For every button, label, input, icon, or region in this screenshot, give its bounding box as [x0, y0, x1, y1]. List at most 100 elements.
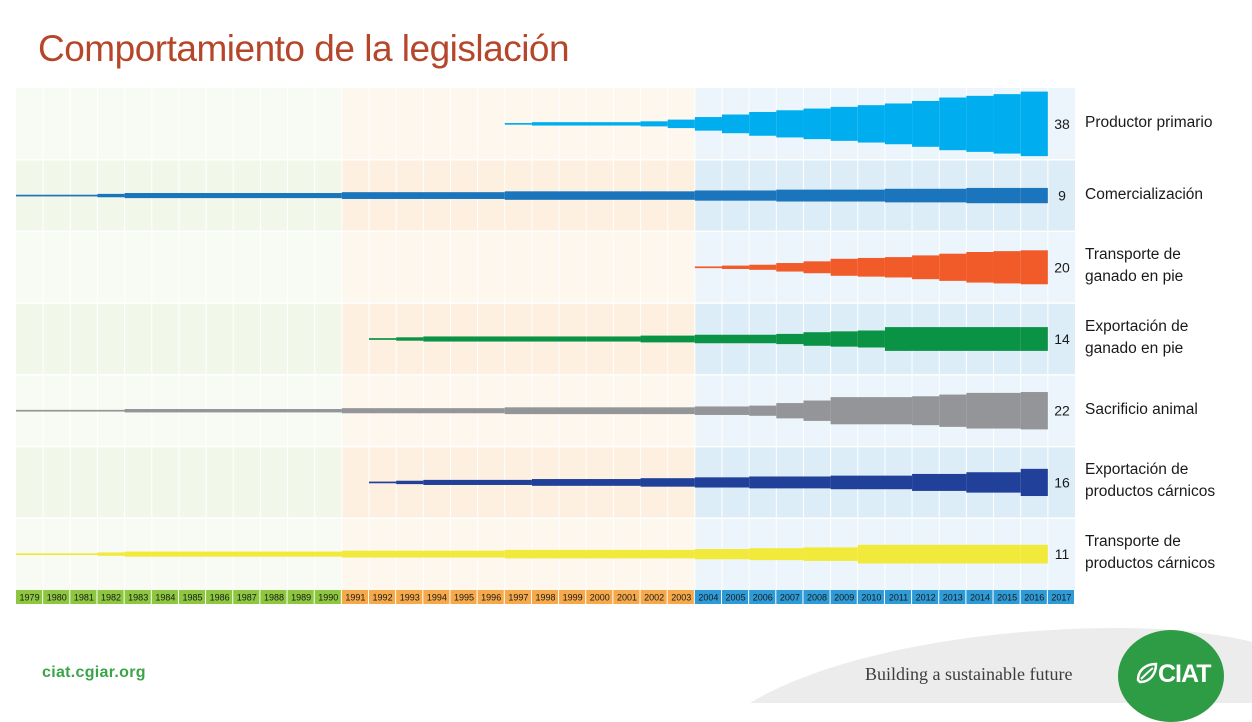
row-label-line: Transporte de [1085, 246, 1181, 264]
row-label-line: Comercialización [1085, 185, 1204, 203]
series-segment [966, 187, 1021, 204]
series-segment [640, 121, 668, 127]
row-total-label: 22 [1054, 403, 1070, 419]
series-segment [341, 408, 505, 414]
year-tick-label: 2011 [889, 593, 908, 603]
series-segment [16, 553, 98, 555]
year-cell [884, 590, 912, 604]
year-tick-label: 2000 [590, 593, 610, 603]
series-segment [124, 193, 342, 199]
series-segment [803, 261, 831, 274]
series-segment [423, 479, 532, 485]
year-tick-label: 1993 [400, 593, 420, 603]
row-label: Sacrificio animal [1085, 399, 1198, 421]
year-tick-label: 1989 [291, 593, 311, 603]
year-cell [287, 590, 314, 604]
row-label-line: productos cárnicos [1085, 483, 1216, 501]
page-title: Comportamiento de la legislación [38, 28, 570, 69]
series-segment [423, 336, 587, 342]
year-tick-label: 1979 [20, 593, 40, 603]
series-segment [966, 472, 1021, 493]
footer-url[interactable]: ciat.cgiar.org [42, 664, 146, 681]
row-label-line: Exportación de [1085, 461, 1189, 479]
year-tick-label: 1982 [101, 593, 121, 603]
series-segment [884, 188, 967, 203]
series-segment [749, 111, 777, 136]
year-tick-label: 2007 [780, 593, 800, 603]
year-cell [260, 590, 287, 604]
year-cell [396, 590, 423, 604]
year-cell [206, 590, 233, 604]
series-segment [694, 549, 750, 560]
series-segment [857, 330, 885, 348]
row-total-label: 16 [1054, 474, 1070, 490]
series-segment [667, 119, 695, 129]
series-segment [504, 549, 695, 559]
series-segment [776, 403, 804, 419]
row-label: Exportación de productos cárnicos [1085, 459, 1215, 503]
series-segment [803, 332, 831, 346]
year-cell [722, 590, 749, 604]
series-segment [1020, 187, 1048, 204]
series-segment [1020, 392, 1048, 430]
year-cell [694, 590, 721, 604]
series-segment [504, 407, 695, 415]
year-cell [477, 590, 504, 604]
leaf-icon [1136, 662, 1158, 684]
series-segment [776, 110, 804, 138]
year-cell [1047, 590, 1074, 604]
year-cell [613, 590, 640, 604]
year-tick-label: 1981 [74, 593, 94, 603]
year-cell [531, 590, 559, 604]
series-segment [857, 544, 1021, 564]
year-tick-label: 2016 [1024, 593, 1044, 603]
year-cell [803, 590, 830, 604]
series-segment [504, 123, 532, 125]
row-total-label: 20 [1054, 259, 1070, 275]
year-tick-label: 2014 [970, 593, 990, 603]
row-label: Productor primario [1085, 112, 1213, 134]
series-segment [694, 117, 722, 131]
series-segment [97, 409, 125, 412]
year-cell [97, 590, 124, 604]
year-cell [233, 590, 260, 604]
year-cell [559, 590, 586, 604]
year-tick-label: 1988 [264, 593, 284, 603]
row-label-line: Exportación de [1085, 318, 1189, 335]
series-segment [749, 548, 804, 561]
series-segment [640, 335, 695, 343]
year-cell [70, 590, 97, 604]
year-tick-label: 1980 [47, 593, 67, 603]
year-tick-label: 2015 [997, 593, 1017, 603]
series-segment [776, 263, 804, 272]
year-tick-label: 2005 [726, 593, 746, 603]
row-total-label: 38 [1054, 116, 1070, 132]
row-label-line: Transporte de [1085, 533, 1181, 551]
series-segment [966, 392, 1021, 429]
row-label-line: ganado en pie [1085, 268, 1184, 286]
year-tick-label: 1998 [535, 593, 555, 603]
series-segment [884, 103, 913, 145]
year-tick-label: 1997 [508, 593, 528, 603]
year-cell [939, 590, 966, 604]
row-total-label: 9 [1058, 188, 1066, 204]
series-segment [912, 100, 940, 147]
series-segment [884, 327, 1021, 351]
year-tick-label: 1999 [563, 593, 583, 603]
year-cell [857, 590, 884, 604]
series-segment [776, 333, 804, 345]
series-segment [1020, 468, 1048, 497]
series-segment [694, 477, 750, 488]
series-segment [993, 251, 1021, 284]
year-cell [16, 590, 43, 604]
year-cell [178, 590, 206, 604]
series-segment [16, 194, 98, 197]
series-segment [694, 334, 777, 344]
series-segment [966, 95, 994, 152]
series-segment [803, 547, 858, 561]
row-total-label: 14 [1054, 331, 1070, 347]
year-tick-label: 2002 [644, 593, 664, 603]
year-cell [993, 590, 1020, 604]
series-segment [776, 189, 885, 202]
